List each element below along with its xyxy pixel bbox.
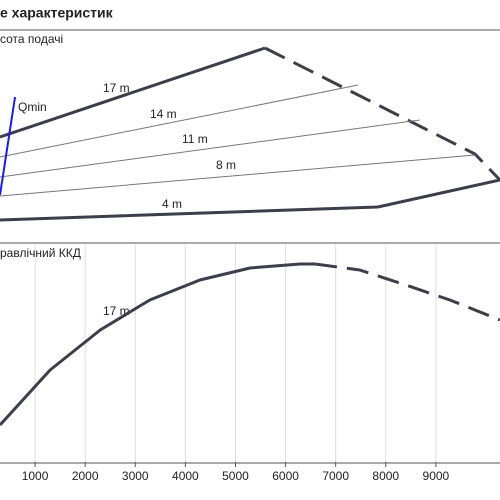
x-tick-label: 9000 [423, 469, 450, 483]
line-series [0, 96, 17, 196]
x-tick-label: 7000 [322, 469, 349, 483]
y-axis-label: равлічний ККД [0, 246, 81, 260]
x-tick-label: 6000 [272, 469, 299, 483]
x-tick-label: 4000 [172, 469, 199, 483]
x-tick-label: 1000 [22, 469, 49, 483]
x-tick-label: 5000 [222, 469, 249, 483]
line-series [0, 262, 316, 427]
line-series [0, 178, 500, 222]
annotation: 14 m [150, 107, 177, 121]
y-axis-label: сота подачі [0, 32, 63, 46]
line-series [0, 154, 475, 197]
annotation: 4 m [162, 197, 182, 211]
chart-title: е характеристик [0, 5, 114, 21]
line-series [264, 46, 500, 182]
x-tick-label: 3000 [122, 469, 149, 483]
line-series [314, 262, 500, 322]
x-tick-label: 2000 [72, 469, 99, 483]
annotation: 8 m [216, 158, 236, 172]
annotation: Qmin [18, 100, 47, 114]
annotation: 17 m [103, 81, 130, 95]
line-series [0, 84, 359, 158]
annotation: 11 m [182, 132, 208, 146]
x-tick-label: 8000 [372, 469, 399, 483]
line-series [0, 46, 266, 139]
line-series [0, 119, 420, 178]
